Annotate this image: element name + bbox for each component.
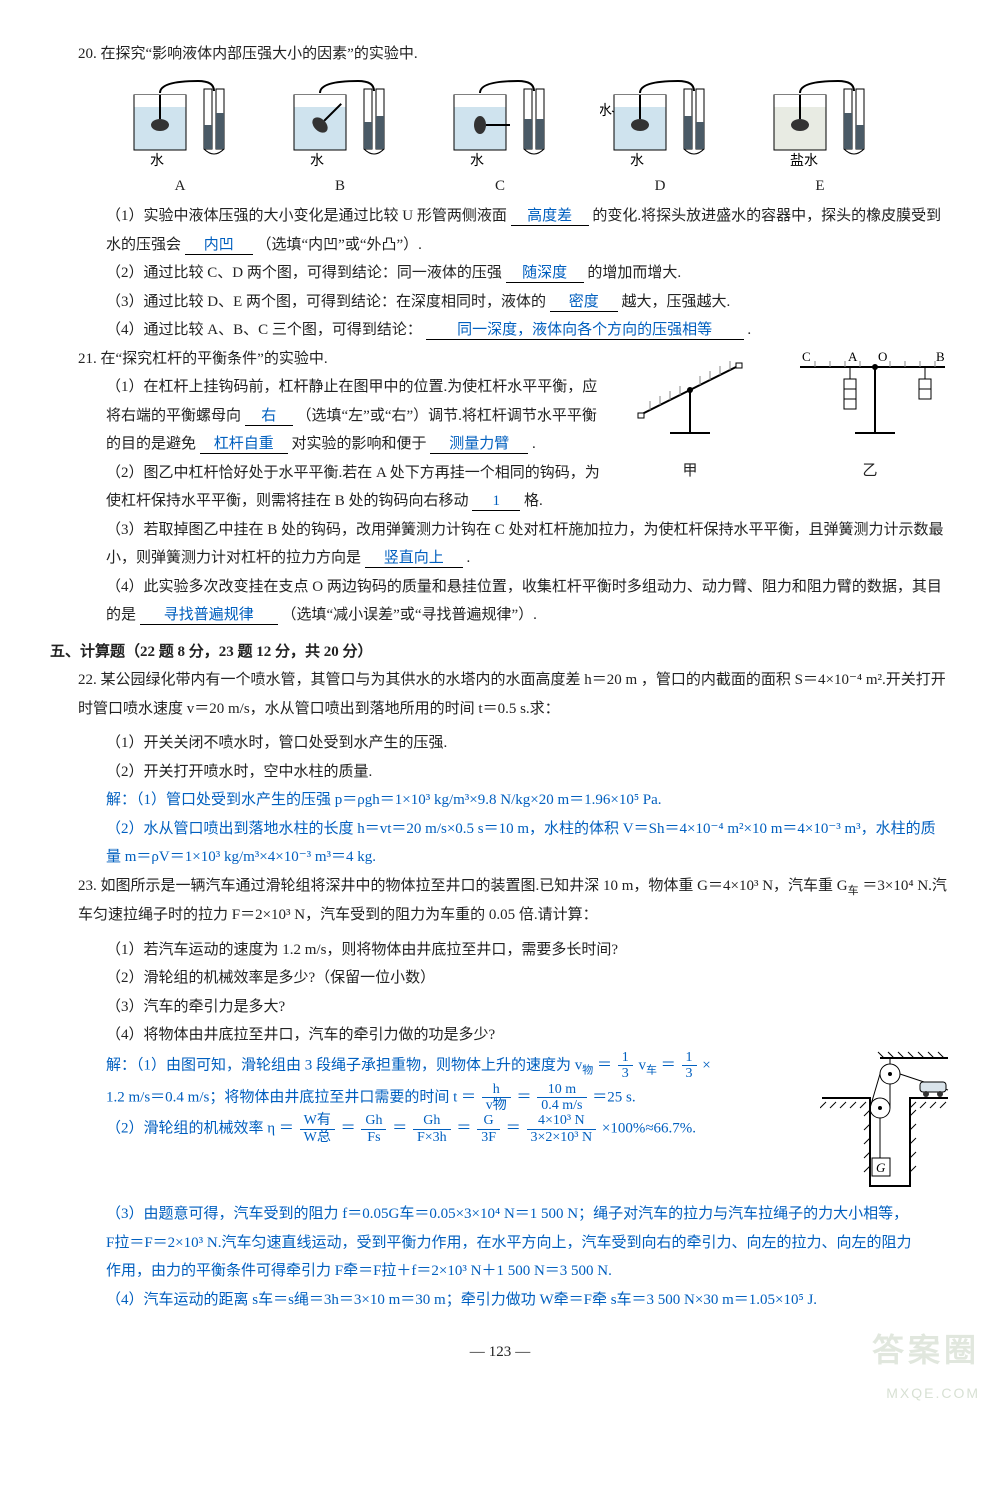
svg-text:水: 水	[470, 153, 484, 169]
q20-title: 在探究“影响液体内部压强大小的因素”的实验中.	[101, 46, 418, 62]
fig-label-yi: 乙	[790, 457, 950, 486]
q20-p3: （3）通过比较 D、E 两个图，可得到结论：在深度相同时，液体的 密度 越大，压…	[50, 288, 950, 317]
q22-title: 某公园绿化带内有一个喷水管，其管口与为其供水的水塔内的水面高度差 h＝20 m …	[78, 672, 946, 717]
lbl-C: C	[802, 349, 811, 364]
q21-title: 在“探究杠杆的平衡条件”的实验中.	[101, 351, 328, 367]
q20-p2-ans: 随深度	[506, 264, 584, 283]
q20-p4-ans: 同一深度，液体向各个方向的压强相等	[426, 321, 744, 340]
q21-num: 21.	[78, 351, 97, 367]
beaker-D: 水水D	[600, 75, 720, 201]
q22-p2: （2）开关打开喷水时，空中水柱的质量.	[50, 758, 950, 787]
svg-text:水: 水	[150, 153, 164, 169]
q23-p1: （1）若汽车运动的速度为 1.2 m/s，则将物体由井底拉至井口，需要多长时间?	[50, 936, 950, 965]
q21-figures: 甲 C A B O 乙	[620, 345, 950, 486]
q20-p1-ans2: 内凹	[185, 236, 253, 255]
q23-p3: （3）汽车的牵引力是多大?	[50, 993, 950, 1022]
q21-p4: （4）此实验多次改变挂在支点 O 两边钩码的质量和悬挂位置，收集杠杆平衡时多组动…	[78, 573, 950, 630]
beaker-A: 水A	[120, 75, 240, 201]
q21: 甲 C A B O 乙 21. 在	[50, 345, 950, 630]
watermark: 答案圈 MXQE.COM	[872, 1320, 980, 1407]
q21-p1-ans2: 杠杆自重	[200, 435, 288, 454]
svg-text:盐水: 盐水	[790, 153, 818, 169]
q23-sol3-l1: （3）由题意可得，汽车受到的阻力 f＝0.05G车＝0.05×3×10⁴ N＝1…	[50, 1200, 950, 1229]
q20-num: 20.	[78, 46, 97, 62]
wm-line1: 答案圈	[872, 1320, 980, 1381]
q20-p1: （1）实验中液体压强的大小变化是通过比较 U 形管两侧液面 高度差 的变化.将探…	[50, 202, 950, 259]
beaker-E: 盐水E	[760, 75, 880, 201]
lbl-A: A	[848, 349, 858, 364]
q23-sol4: （4）汽车运动的距离 s车＝s绳＝3h＝3×10 m＝30 m；牵引力做功 W牵…	[50, 1286, 950, 1315]
svg-text:水: 水	[630, 153, 644, 169]
q22-sol2: （2）水从管口喷出到落地水柱的长度 h＝vt＝20 m/s×0.5 s＝10 m…	[50, 815, 950, 872]
q23-p4: （4）将物体由井底拉至井口，汽车的牵引力做的功是多少?	[50, 1021, 950, 1050]
q23-num: 23.	[78, 878, 97, 894]
q21-p2-ans: 1	[472, 492, 520, 511]
q22-num: 22.	[78, 672, 97, 688]
q20-figure-row: 水A水B水C水水D盐水E	[50, 75, 950, 201]
q20-p3-ans: 密度	[550, 293, 618, 312]
q21-p1-ans1: 右	[245, 407, 293, 426]
svg-text:水: 水	[310, 153, 324, 169]
wm-line2: MXQE.COM	[872, 1380, 980, 1407]
q23-p2: （2）滑轮组的机械效率是多少?（保留一位小数）	[50, 964, 950, 993]
beaker-B: 水B	[280, 75, 400, 201]
q21-p3-ans: 竖直向上	[365, 549, 463, 568]
q20-p2: （2）通过比较 C、D 两个图，可得到结论：同一液体的压强 随深度 的增加而增大…	[50, 259, 950, 288]
page-number: 123	[50, 1338, 950, 1367]
beaker-C: 水C	[440, 75, 560, 201]
q23-sol3-l2: F拉＝F＝2×10³ N.汽车匀速直线运动，受到平衡力作用，在水平方向上，汽车受…	[50, 1229, 950, 1258]
lbl-B: B	[936, 349, 945, 364]
q21-p3: （3）若取掉图乙中挂在 B 处的钩码，改用弹簧测力计钩在 C 处对杠杆施加拉力，…	[78, 516, 950, 573]
q23-sol1-l1: 解：（1）由图可知，滑轮组由 3 段绳子承担重物，则物体上升的速度为 v物 ＝ …	[50, 1050, 950, 1082]
svg-text:水: 水	[600, 103, 612, 119]
q20: 20. 在探究“影响液体内部压强大小的因素”的实验中.	[50, 40, 950, 69]
lbl-O: O	[878, 349, 887, 364]
q21-fig-yi: C A B O 乙	[790, 345, 950, 486]
q23-figure: G	[820, 1050, 950, 1201]
q23-sol1-l2: 1.2 m/s＝0.4 m/s；将物体由井底拉至井口需要的时间 t ＝ hv物 …	[50, 1082, 950, 1114]
q21-p1-ans3: 测量力臂	[430, 435, 528, 454]
section5-title: 五、计算题（22 题 8 分，23 题 12 分，共 20 分）	[50, 638, 950, 667]
svg-text:G: G	[876, 1160, 886, 1175]
q23: 23. 如图所示是一辆汽车通过滑轮组将深井中的物体拉至井口的装置图.已知井深 1…	[50, 872, 950, 930]
q20-p4: （4）通过比较 A、B、C 三个图，可得到结论： 同一深度，液体向各个方向的压强…	[50, 316, 950, 345]
q21-p4-ans: 寻找普遍规律	[140, 606, 278, 625]
fig-label-jia: 甲	[620, 457, 760, 486]
q23-sol2: （2）滑轮组的机械效率 η ＝ W有W总 ＝ GhFs ＝ GhF×3h ＝ G…	[50, 1113, 950, 1145]
q22-sol1: 解：（1）管口处受到水产生的压强 p＝ρgh＝1×10³ kg/m³×9.8 N…	[50, 786, 950, 815]
q21-fig-jia: 甲	[620, 345, 760, 486]
q22-p1: （1）开关关闭不喷水时，管口处受到水产生的压强.	[50, 729, 950, 758]
q23-sol3-l3: 作用，由力的平衡条件可得牵引力 F牵＝F拉＋f＝2×10³ N＋1 500 N＝…	[50, 1257, 950, 1286]
q22: 22. 某公园绿化带内有一个喷水管，其管口与为其供水的水塔内的水面高度差 h＝2…	[50, 666, 950, 723]
q20-p1-ans1: 高度差	[511, 207, 589, 226]
